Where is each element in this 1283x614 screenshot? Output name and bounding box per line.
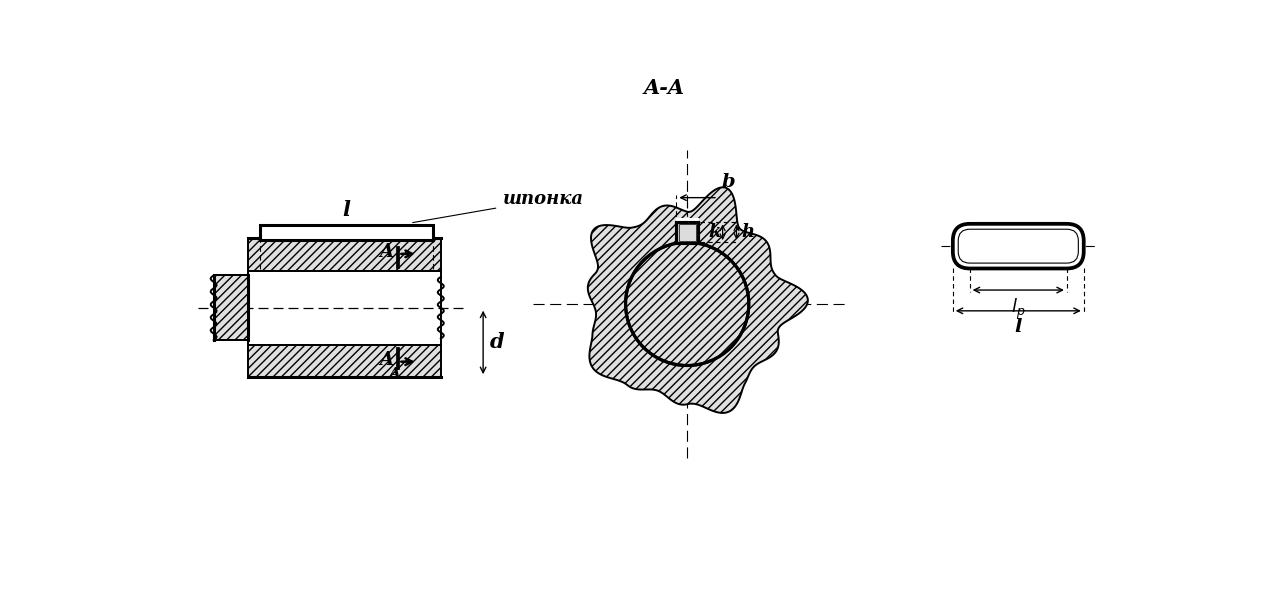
Bar bbox=[214, 276, 249, 340]
Bar bbox=[676, 218, 699, 246]
Text: A: A bbox=[378, 243, 393, 262]
Bar bbox=[260, 225, 434, 240]
Bar bbox=[249, 238, 441, 271]
Polygon shape bbox=[588, 187, 808, 413]
Text: k: k bbox=[708, 223, 721, 241]
Text: l: l bbox=[343, 200, 350, 220]
Text: A: A bbox=[378, 351, 393, 369]
Text: A-A: A-A bbox=[644, 79, 685, 98]
FancyBboxPatch shape bbox=[958, 229, 1078, 263]
Circle shape bbox=[626, 243, 749, 365]
FancyBboxPatch shape bbox=[953, 224, 1084, 268]
Text: шпонка: шпонка bbox=[503, 190, 584, 208]
Bar bbox=[249, 344, 441, 377]
Text: $l_p$: $l_p$ bbox=[1011, 297, 1025, 321]
Bar bbox=[679, 224, 695, 241]
Text: l: l bbox=[1015, 318, 1023, 336]
Bar bbox=[676, 222, 698, 243]
Text: d: d bbox=[489, 332, 504, 352]
Text: A: A bbox=[389, 367, 400, 381]
Text: h: h bbox=[742, 223, 754, 241]
Text: b: b bbox=[722, 174, 735, 192]
